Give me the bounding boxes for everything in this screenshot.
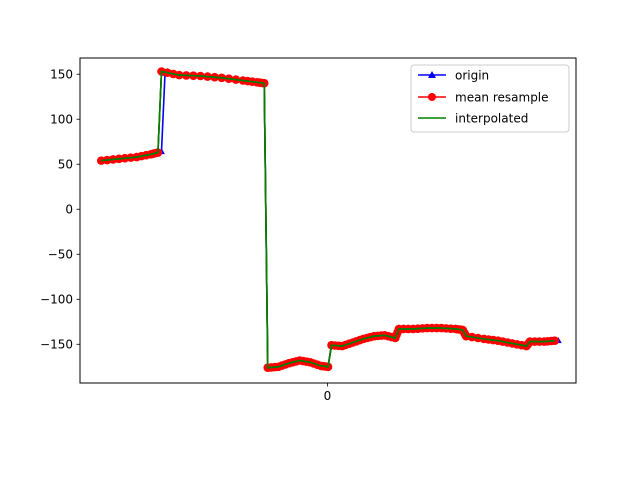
series-line-interpolated-top	[101, 70, 555, 369]
y-tick-label: 150	[50, 68, 73, 82]
plot-frame	[79, 57, 577, 384]
y-tick-label: −50	[48, 248, 73, 262]
legend-interpolated-label: interpolated	[455, 112, 528, 126]
legend: origin mean resample interpolated	[410, 64, 570, 133]
y-tick-label: −150	[40, 338, 73, 352]
legend-box	[410, 64, 570, 133]
y-tick-label: −100	[40, 293, 73, 307]
axis-layer: 150 100 50 0 −50 −100 −150 0	[40, 68, 331, 403]
legend-origin-label: origin	[455, 69, 489, 83]
series-layer	[96, 67, 562, 373]
x-tick-label: 0	[324, 389, 332, 403]
legend-mean-resample-marker	[428, 93, 436, 101]
y-tick-label: 100	[50, 113, 73, 127]
legend-origin-marker	[428, 71, 436, 78]
y-tick-label: 0	[65, 203, 73, 217]
legend-mean-resample-label: mean resample	[455, 91, 549, 105]
y-tick-label: 50	[58, 158, 73, 172]
